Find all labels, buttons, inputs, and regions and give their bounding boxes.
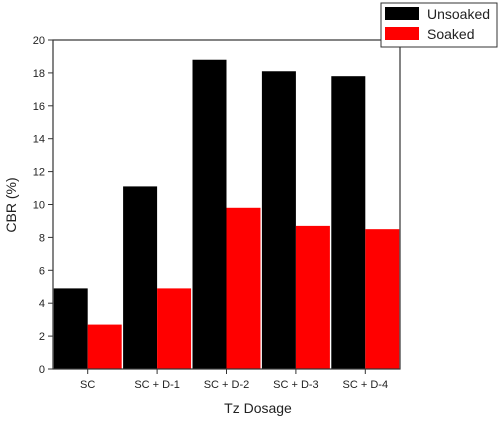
y-axis-title: CBR (%) [3, 177, 19, 232]
x-tick-label-sc-d-4: SC + D-4 [343, 379, 389, 391]
x-tick-label-sc-d-1: SC + D-1 [134, 379, 180, 391]
bar-unsoaked-sc-d-3 [261, 71, 296, 369]
x-axis-title: Tz Dosage [224, 400, 292, 416]
x-tick-label-sc-d-3: SC + D-3 [273, 379, 319, 391]
y-tick-label: 4 [39, 298, 45, 310]
legend-label-soaked: Soaked [427, 26, 474, 42]
y-tick-label: 12 [33, 167, 45, 179]
x-tick-label-sc: SC [80, 379, 95, 391]
legend: Unsoaked Soaked [380, 2, 498, 48]
y-tick-label: 16 [33, 101, 45, 113]
bar-unsoaked-sc-d-1 [123, 186, 158, 369]
y-tick-label: 14 [33, 134, 45, 146]
y-tick-label: 18 [33, 68, 45, 80]
bar-soaked-sc-d-1 [157, 288, 192, 369]
y-tick-label: 8 [39, 232, 45, 244]
y-tick-label: 6 [39, 265, 45, 277]
legend-swatch-soaked [385, 27, 419, 40]
bar-soaked-sc-d-4 [365, 229, 400, 369]
bar-unsoaked-sc [53, 288, 88, 369]
axes-layer: 0 2 4 6 8 10 12 14 16 18 20 SC SC + D-1 SC + D-2 SC + … [33, 35, 401, 391]
bar-soaked-sc-d-3 [295, 225, 330, 369]
x-tick-label-sc-d-2: SC + D-2 [204, 379, 250, 391]
bar-unsoaked-sc-d-2 [192, 59, 227, 370]
y-tick-label: 2 [39, 331, 45, 343]
y-tick-label: 0 [39, 364, 45, 376]
legend-label-unsoaked: Unsoaked [427, 6, 490, 22]
bars-layer [53, 59, 400, 370]
legend-swatch-unsoaked [385, 7, 419, 20]
bar-unsoaked-sc-d-4 [331, 76, 366, 369]
y-tick-label: 20 [33, 35, 45, 47]
bar-soaked-sc-d-2 [226, 207, 261, 369]
bar-soaked-sc [87, 324, 122, 369]
y-tick-label: 10 [33, 200, 45, 212]
